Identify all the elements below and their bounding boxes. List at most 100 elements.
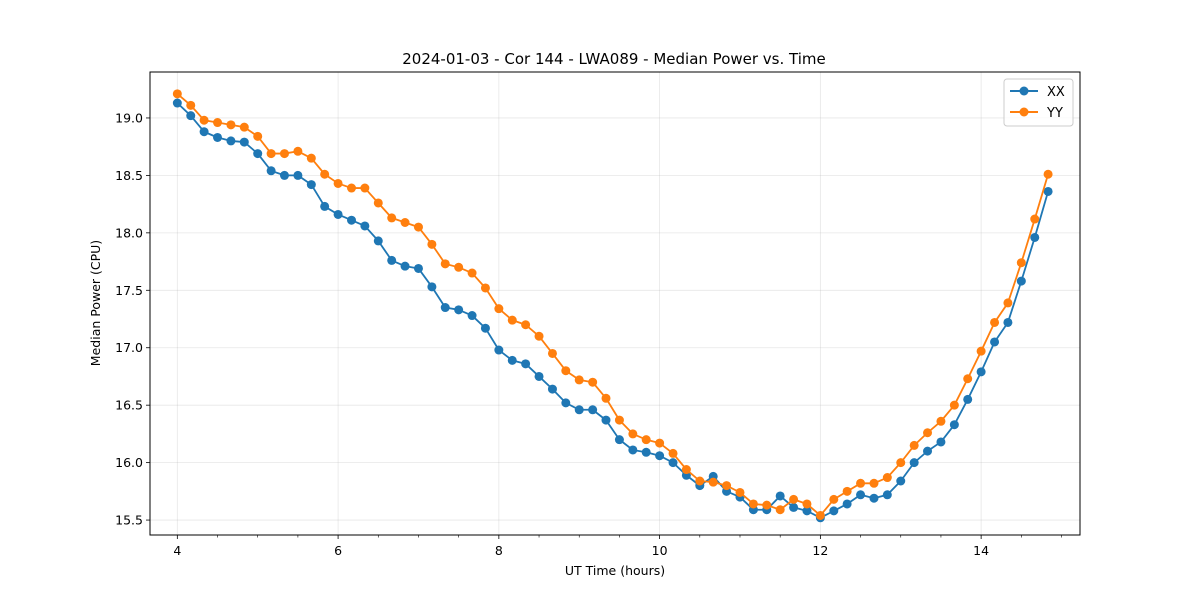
data-point-yy [869, 478, 879, 488]
data-point-yy [320, 169, 330, 179]
data-point-yy [628, 429, 638, 439]
data-point-yy [172, 89, 182, 99]
data-point-yy [641, 435, 651, 445]
data-point-yy [923, 428, 933, 438]
data-point-xx [239, 137, 249, 147]
data-point-xx [923, 446, 933, 456]
data-point-yy [507, 315, 517, 325]
legend-label-yy: YY [1046, 106, 1063, 121]
data-point-xx [990, 337, 1000, 347]
data-point-xx [601, 415, 611, 425]
data-point-yy [896, 458, 906, 468]
y-tick-label: 15.5 [115, 513, 143, 528]
data-point-xx [387, 255, 397, 265]
data-point-xx [373, 236, 383, 246]
data-point-xx [655, 451, 665, 461]
y-tick-label: 16.5 [115, 398, 143, 413]
data-point-xx [936, 437, 946, 447]
x-tick-label: 14 [973, 543, 989, 558]
data-point-yy [387, 213, 397, 223]
y-tick-label: 17.0 [115, 340, 143, 355]
data-point-xx [454, 305, 464, 315]
data-point-yy [547, 348, 557, 358]
data-point-xx [521, 359, 531, 369]
data-point-xx [480, 323, 490, 333]
data-point-xx [641, 447, 651, 457]
data-point-yy [213, 118, 223, 128]
data-point-yy [454, 262, 464, 272]
data-point-yy [306, 153, 316, 163]
data-point-xx [628, 445, 638, 455]
data-point-xx [293, 170, 303, 180]
legend-marker-xx [1019, 86, 1029, 96]
data-point-yy [226, 120, 236, 130]
data-point-xx [507, 355, 517, 365]
data-point-xx [789, 502, 799, 512]
data-point-yy [347, 183, 357, 193]
data-point-yy [695, 476, 705, 486]
data-point-xx [199, 127, 209, 137]
data-point-yy [1030, 214, 1040, 224]
data-point-yy [279, 149, 289, 159]
legend: XX YY [1003, 78, 1074, 127]
legend-label-xx: XX [1047, 85, 1065, 100]
data-point-xx [1043, 186, 1053, 196]
data-point-yy [668, 448, 678, 458]
data-point-yy [253, 131, 263, 141]
data-point-xx [226, 136, 236, 146]
data-point-xx [588, 405, 598, 415]
data-point-yy [882, 473, 892, 483]
data-point-yy [266, 149, 276, 159]
data-point-xx [802, 506, 812, 516]
data-point-yy [963, 374, 973, 384]
x-tick-label: 6 [334, 543, 342, 558]
data-point-xx [186, 111, 196, 121]
x-tick-label: 12 [812, 543, 828, 558]
data-point-xx [306, 180, 316, 190]
data-point-yy [789, 494, 799, 504]
data-point-yy [494, 304, 504, 314]
data-point-xx [909, 458, 919, 468]
data-point-yy [735, 487, 745, 497]
data-point-xx [668, 458, 678, 468]
data-point-yy [936, 416, 946, 426]
data-point-yy [293, 146, 303, 156]
data-point-yy [748, 499, 758, 509]
data-point-xx [347, 215, 357, 225]
x-tick-label: 4 [173, 543, 181, 558]
data-point-yy [186, 100, 196, 110]
data-point-yy [614, 415, 624, 425]
data-point-xx [279, 170, 289, 180]
x-axis-label: UT Time (hours) [565, 563, 665, 578]
data-point-xx [467, 311, 477, 321]
data-point-yy [976, 346, 986, 356]
grid-lines [150, 72, 1080, 535]
data-point-xx [1003, 317, 1013, 327]
data-point-xx [896, 476, 906, 486]
data-point-xx [1016, 276, 1026, 286]
data-point-yy [561, 366, 571, 376]
x-tick-label: 8 [495, 543, 503, 558]
data-point-yy [1016, 258, 1026, 268]
data-point-yy [467, 268, 477, 278]
data-point-yy [909, 440, 919, 450]
data-point-yy [990, 317, 1000, 327]
data-point-yy [534, 331, 544, 341]
data-point-xx [574, 405, 584, 415]
data-point-xx [856, 490, 866, 500]
data-point-yy [1003, 298, 1013, 308]
data-point-xx [882, 490, 892, 500]
data-point-xx [534, 371, 544, 381]
data-point-xx [842, 499, 852, 509]
axis-ticks: 4 6 8 10 12 14 15.5 16.0 16.5 17.0 17.5 18.0 18.5 19.… [115, 110, 1062, 558]
data-point-yy [708, 477, 718, 487]
data-point-xx [413, 263, 423, 273]
y-tick-label: 19.0 [115, 110, 143, 125]
data-point-xx [253, 149, 263, 159]
y-tick-label: 18.0 [115, 225, 143, 240]
x-tick-label: 10 [652, 543, 668, 558]
y-tick-label: 18.5 [115, 168, 143, 183]
data-point-xx [320, 201, 330, 211]
